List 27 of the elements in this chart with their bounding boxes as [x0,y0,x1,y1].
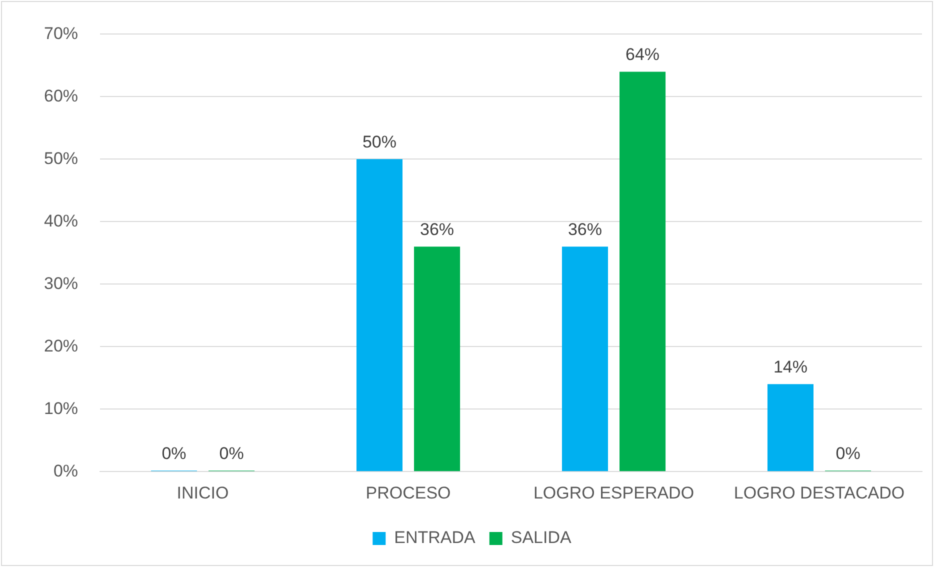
data-label: 50% [362,132,397,152]
y-tick-label: 0% [53,461,78,480]
y-tick-label: 10% [44,398,78,418]
data-label: 64% [626,44,660,64]
y-tick-label: 20% [44,336,78,356]
y-tick-label: 50% [44,148,78,168]
bar [414,246,460,472]
legend-label: SALIDA [510,528,572,548]
y-tick-label: 70% [44,24,78,43]
bar [356,159,403,472]
data-label: 0% [162,444,186,463]
data-label: 36% [568,220,602,239]
bar [767,384,814,472]
x-tick-label: LOGRO ESPERADO [533,483,694,502]
y-tick-label: 40% [44,211,78,230]
bar [562,246,608,472]
y-tick-label: 30% [44,274,78,293]
x-tick-label: PROCESO [366,483,451,502]
data-label: 0% [219,444,244,463]
x-tick-label: LOGRO DESTACADO [734,483,905,502]
x-tick-label: INICIO [176,483,229,502]
legend-label: ENTRADA [394,528,476,548]
y-tick-label: 60% [44,86,78,106]
data-label: 36% [420,220,454,239]
data-label: 0% [836,444,860,463]
data-label: 14% [773,357,808,376]
bar [620,72,666,472]
